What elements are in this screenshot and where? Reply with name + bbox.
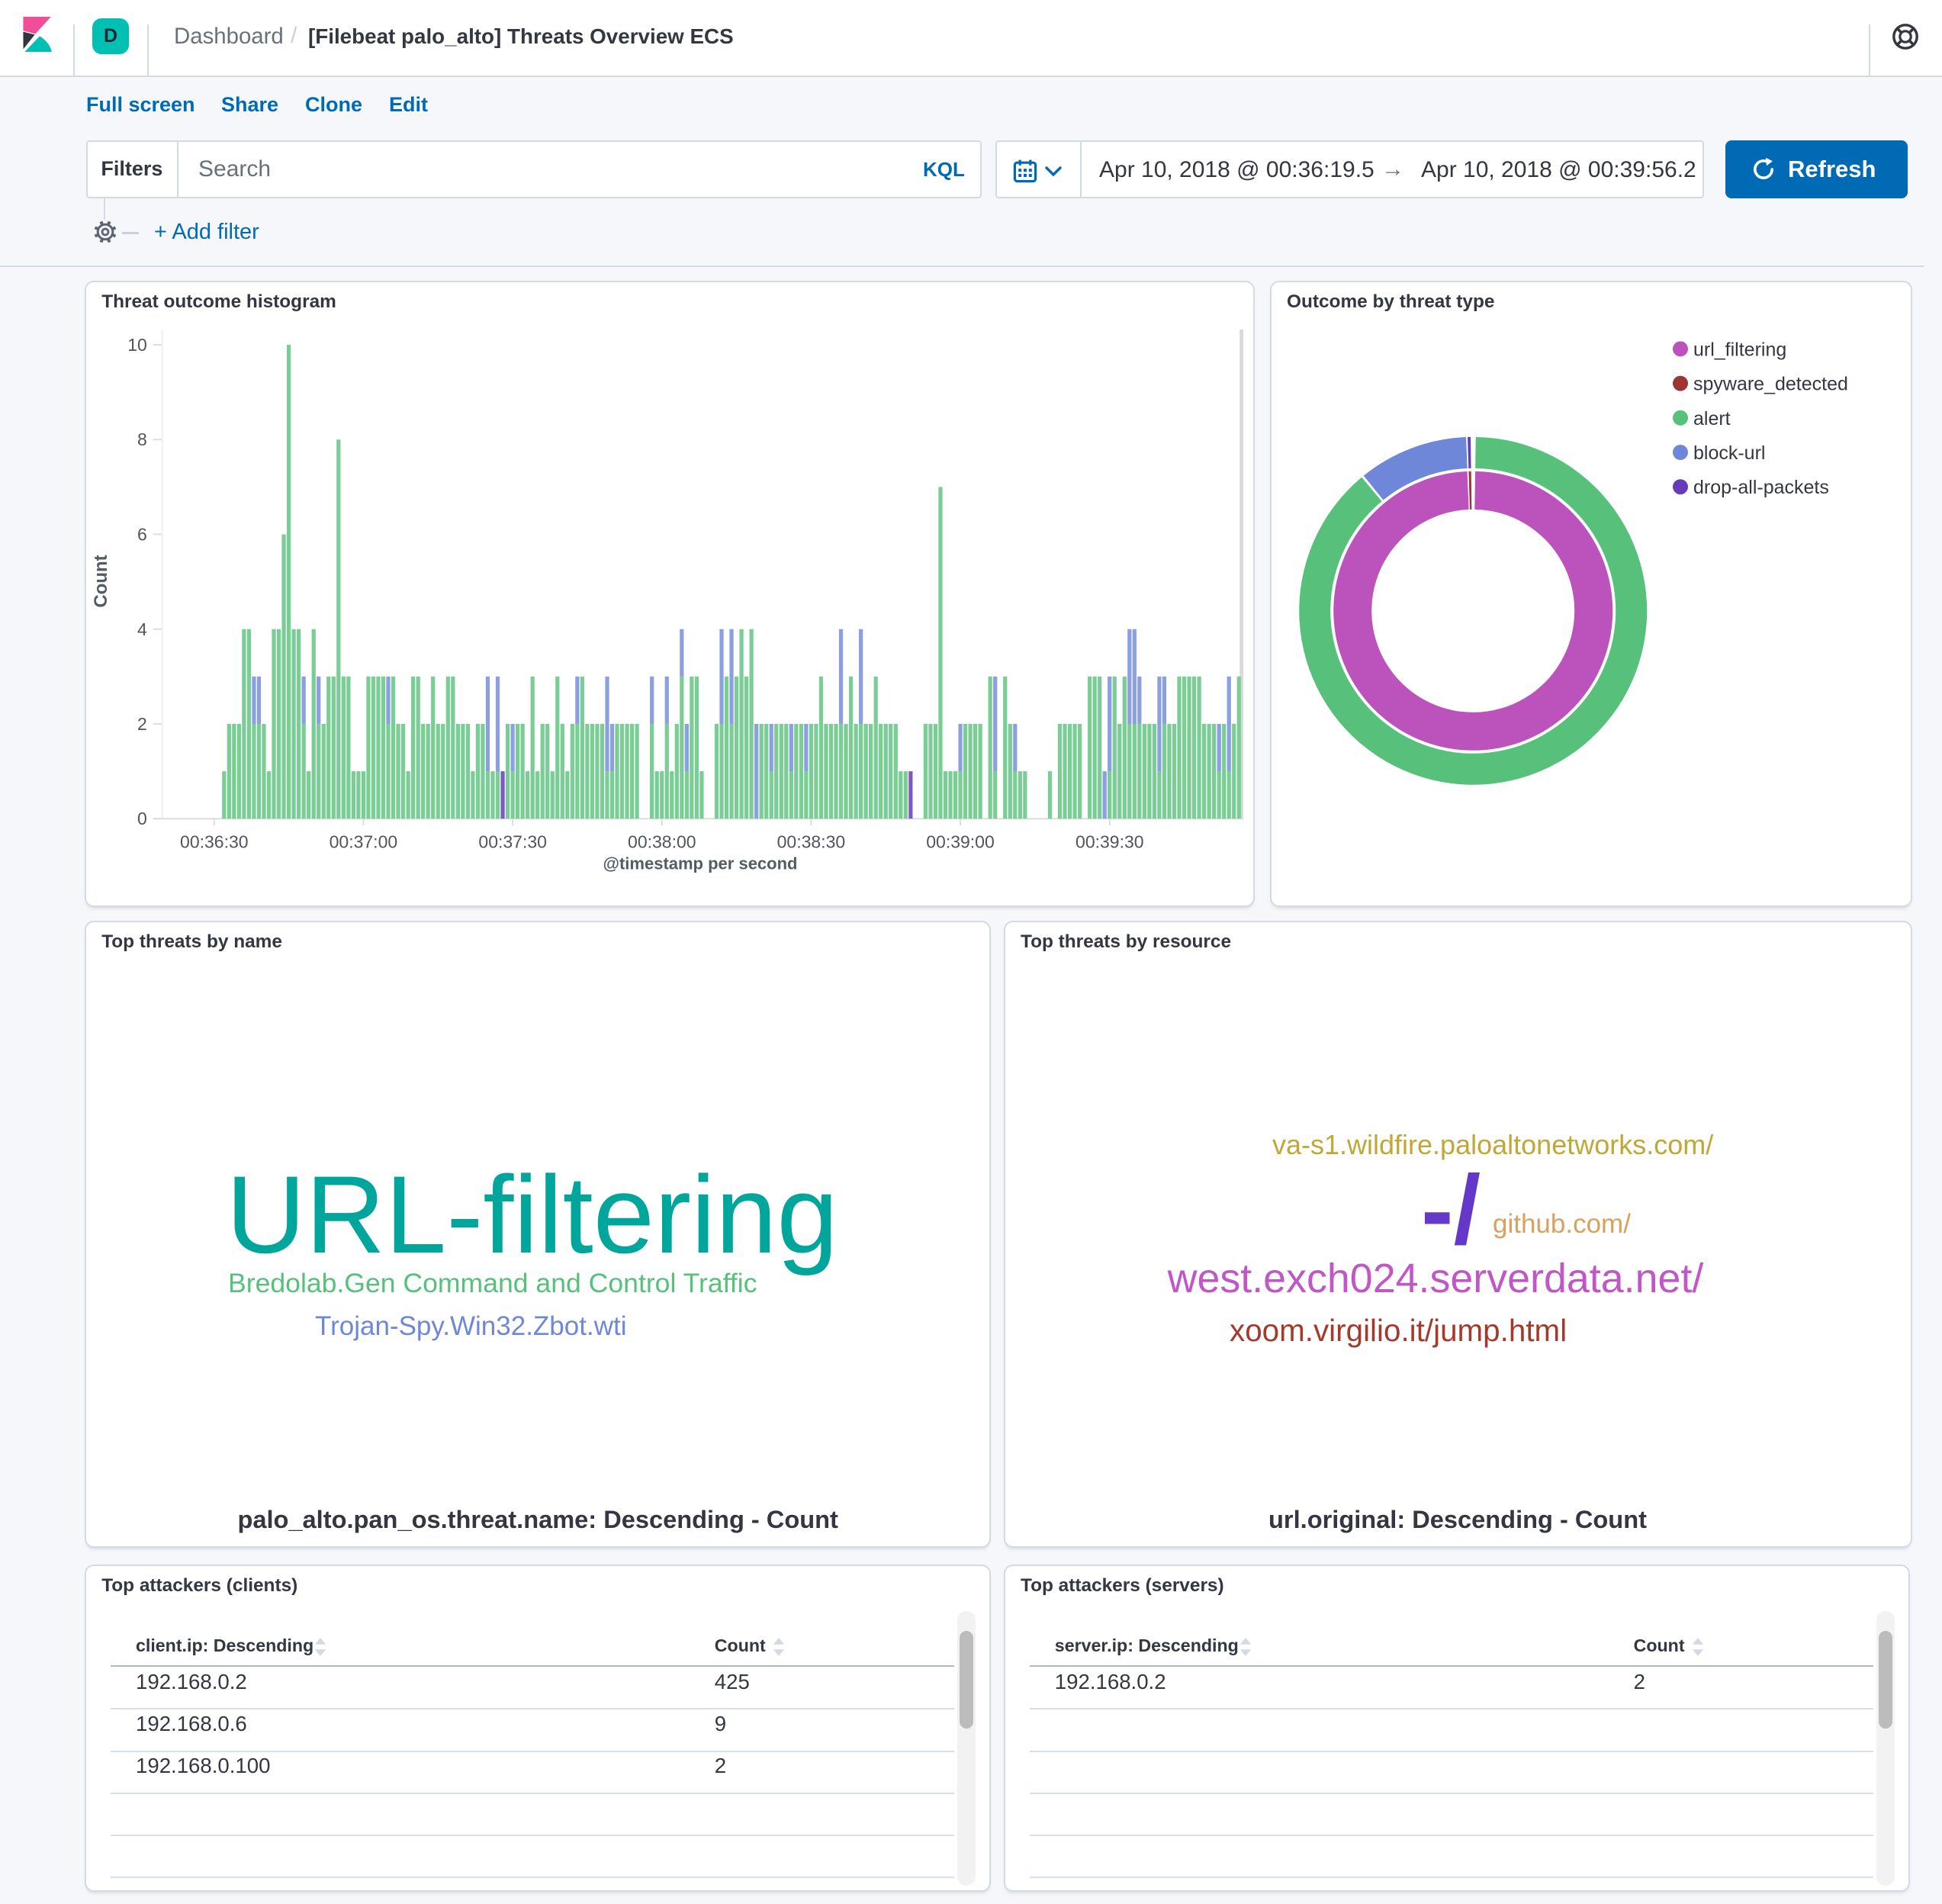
- svg-text:10: 10: [127, 335, 147, 355]
- svg-text:0: 0: [137, 809, 147, 828]
- svg-text:2: 2: [137, 714, 147, 734]
- svg-text:8: 8: [137, 429, 147, 449]
- svg-text:4: 4: [137, 619, 147, 639]
- svg-text:00:39:00: 00:39:00: [926, 832, 995, 852]
- svg-text:Count: Count: [91, 555, 111, 607]
- svg-text:spyware_detected: spyware_detected: [1693, 374, 1848, 395]
- svg-text:00:37:00: 00:37:00: [330, 832, 398, 852]
- svg-text:00:38:00: 00:38:00: [628, 832, 696, 852]
- svg-text:url_filtering: url_filtering: [1693, 339, 1786, 360]
- svg-text:alert: alert: [1693, 408, 1731, 429]
- svg-text:6: 6: [137, 524, 147, 544]
- svg-text:block-url: block-url: [1693, 442, 1765, 464]
- svg-text:00:38:30: 00:38:30: [777, 832, 846, 852]
- svg-text:drop-all-packets: drop-all-packets: [1693, 477, 1829, 498]
- svg-text:00:39:30: 00:39:30: [1075, 832, 1144, 852]
- svg-text:00:37:30: 00:37:30: [478, 832, 547, 852]
- svg-text:00:36:30: 00:36:30: [180, 832, 249, 852]
- svg-text:@timestamp per second: @timestamp per second: [603, 854, 798, 873]
